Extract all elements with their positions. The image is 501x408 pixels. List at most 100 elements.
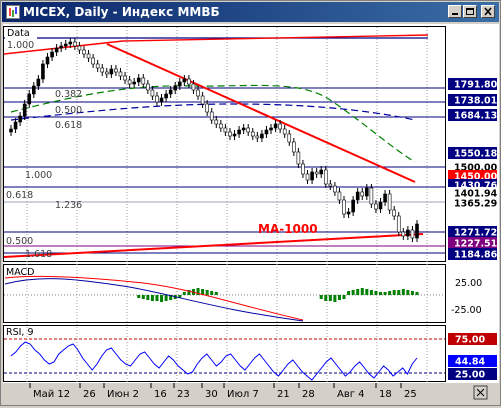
x-axis-label: 16: [154, 389, 167, 400]
price-bar-body: [63, 43, 68, 47]
price-bar-body: [250, 131, 255, 137]
price-bar-body: [50, 51, 54, 58]
x-axis-label: 21: [277, 389, 290, 400]
price-bar-body: [260, 133, 264, 139]
price-bar-body: [314, 171, 319, 175]
minimize-icon: [452, 13, 458, 15]
price-chart[interactable]: 1.000 0.382 0.500 0.618 1.000 0.618 1.23…: [3, 24, 499, 404]
macd-bar: [342, 295, 346, 299]
fibo-label: 0.382: [55, 89, 82, 100]
macd-bar: [182, 292, 186, 295]
fibo-labels: 1.000 0.382 0.500 0.618 1.000 0.618 1.23…: [6, 40, 82, 260]
price-bar-body: [159, 97, 164, 103]
price-bar-body: [100, 67, 105, 73]
macd-bar: [347, 291, 351, 295]
price-bar-body: [13, 121, 18, 130]
price-bar-body: [310, 171, 314, 181]
fibo-label: 1.000: [25, 170, 52, 181]
price-bar-body: [333, 185, 337, 193]
price-label-bg: [448, 78, 497, 90]
main-panel-title: Data: [7, 28, 30, 39]
macd-panel-title: MACD: [6, 267, 34, 278]
price-bar-body: [54, 47, 59, 53]
price-bar-body: [369, 187, 374, 205]
price-bar-body: [301, 163, 305, 175]
price-bar-body: [287, 133, 292, 143]
x-axis: Май 12 26 Июн 2 16 23 30 Июл 7 21 28 Авг 4 18 25: [29, 383, 417, 400]
macd-bar: [196, 288, 200, 295]
price-bar-body: [264, 129, 269, 135]
macd-bar: [201, 289, 205, 295]
price-bar-body: [77, 45, 82, 51]
macd-bar: [392, 290, 396, 295]
maximize-button[interactable]: [463, 5, 477, 18]
macd-scale-upper: 25.00: [455, 278, 482, 289]
macd-signal-line: [4, 276, 304, 321]
macd-scale-lower: -25.00: [451, 305, 482, 316]
macd-bar: [141, 295, 145, 299]
price-bar-body: [104, 71, 109, 75]
title-bar[interactable]: MICEX, Daily - Индекс ММВБ: [2, 2, 499, 22]
price-label-bg: [448, 197, 497, 209]
price-label: 1430.76: [454, 181, 498, 192]
maximize-icon: [466, 8, 474, 15]
price-bar-body: [346, 211, 351, 215]
price-bar-body: [68, 41, 73, 45]
price-bar-body: [91, 57, 95, 65]
x-axis-label: Май 12: [33, 389, 70, 400]
price-bar-body: [342, 199, 346, 215]
price-bar-body: [27, 93, 32, 105]
macd-bar: [169, 295, 173, 300]
minimize-button[interactable]: [448, 5, 462, 18]
price-bar-body: [401, 231, 406, 237]
price-bar-body: [9, 128, 13, 133]
price-bar-body: [355, 191, 360, 201]
scroll-corner-button[interactable]: [473, 385, 488, 400]
price-bar-body: [123, 75, 127, 81]
price-bar-body: [205, 103, 209, 113]
x-axis-label: 23: [177, 389, 190, 400]
fibo-label: 1.618: [25, 249, 52, 260]
macd-bar: [137, 295, 141, 298]
fibo-label: 0.618: [55, 120, 82, 131]
price-label: 1450.00: [454, 172, 498, 183]
price-label: 1738.01: [454, 96, 497, 107]
price-bar-body: [365, 187, 369, 197]
macd-bar: [406, 290, 410, 295]
price-bar-body: [292, 141, 296, 153]
window-title: MICEX, Daily - Индекс ММВБ: [23, 5, 220, 19]
price-label: 1791.80: [454, 80, 498, 91]
ma-blue-line: [10, 103, 416, 121]
price-bar-body: [392, 209, 396, 217]
price-bar-body: [351, 199, 355, 213]
chart-area[interactable]: 1.000 0.382 0.500 0.618 1.000 0.618 1.23…: [3, 24, 499, 404]
x-axis-label: 18: [379, 389, 392, 400]
price-scale: 1791.80 1738.01 1684.13 1550.18 1500.001450.…: [448, 78, 498, 261]
price-bar-body: [109, 68, 114, 75]
price-bar-body: [191, 83, 196, 91]
upper-trendline: [3, 40, 124, 55]
fibo-label: 1.236: [55, 200, 82, 211]
price-label: 1550.18: [454, 149, 498, 160]
macd-bar: [397, 290, 401, 295]
macd-line: [4, 278, 304, 322]
price-label: 1365.29: [454, 199, 497, 210]
x-axis-label: 30: [205, 389, 218, 400]
price-bar-body: [328, 183, 333, 187]
price-bar-body: [155, 95, 159, 103]
price-bar-body: [237, 129, 241, 135]
price-bar-body: [383, 193, 387, 203]
main-title-bg: [5, 27, 37, 39]
macd-bar: [333, 295, 337, 302]
rsi-level-25: 25.00: [455, 370, 485, 381]
price-bar-body: [114, 68, 118, 73]
price-bar-body: [246, 127, 251, 133]
price-bar-body: [255, 135, 260, 139]
price-bar-body: [127, 79, 132, 85]
fibo-label: 1.000: [7, 40, 34, 51]
price-label: 1227.51: [454, 239, 497, 250]
close-button[interactable]: [481, 5, 495, 18]
price-bar-body: [406, 229, 410, 237]
x-axis-label: Июн 2: [107, 389, 139, 400]
